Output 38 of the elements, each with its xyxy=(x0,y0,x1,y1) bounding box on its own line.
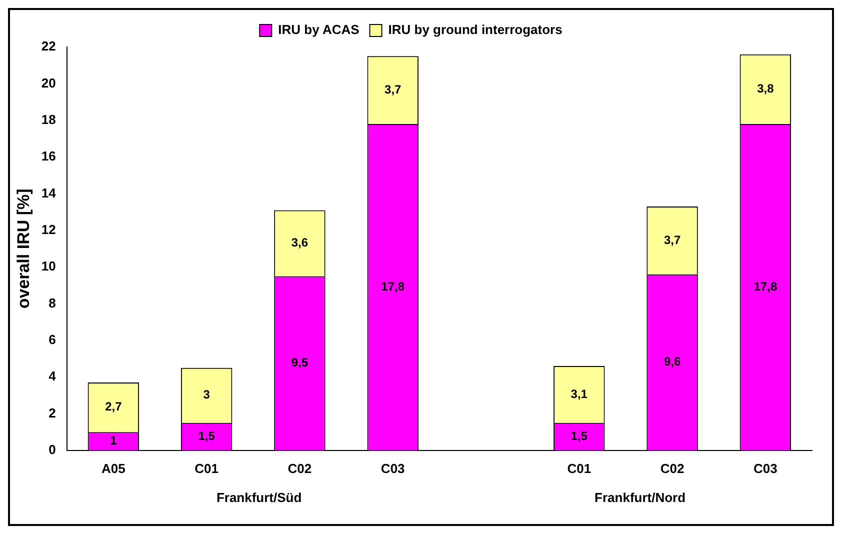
y-tick-label: 12 xyxy=(41,222,56,237)
data-label: 1,5 xyxy=(570,428,588,443)
legend-label: IRU by ground interrogators xyxy=(388,22,562,38)
y-tick-label: 22 xyxy=(41,38,56,54)
data-label: 3,7 xyxy=(384,82,402,96)
y-tick-label: 6 xyxy=(48,332,56,347)
data-label: 3,8 xyxy=(757,81,774,96)
x-tick-label: C01 xyxy=(194,460,219,476)
x-tick-label: C02 xyxy=(288,460,312,476)
x-tick-label: A05 xyxy=(102,460,126,476)
y-tick-label: 4 xyxy=(48,368,57,384)
y-tick-label: 0 xyxy=(48,442,56,457)
data-label: 17,8 xyxy=(754,280,778,294)
x-tick-label: C03 xyxy=(754,460,778,476)
text: Frankfurt/Nord xyxy=(594,490,686,505)
data-label: 3,1 xyxy=(570,386,588,401)
y-tick-label: 14 xyxy=(41,185,57,200)
y-tick-label: 20 xyxy=(41,75,56,90)
text: Frankfurt/Süd xyxy=(216,490,302,505)
data-label: 1,5 xyxy=(198,428,216,443)
y-tick-label: 18 xyxy=(41,112,56,127)
data-label: 3 xyxy=(203,388,210,402)
y-tick-label: 8 xyxy=(48,295,56,310)
x-tick-label: C03 xyxy=(380,460,405,476)
data-label: 1 xyxy=(110,434,118,448)
x-tick-label: C02 xyxy=(660,460,684,476)
y-tick-label: 10 xyxy=(41,258,56,274)
data-label: 3,6 xyxy=(291,236,308,250)
data-label: 9,5 xyxy=(291,356,308,370)
data-label: 17,8 xyxy=(381,280,405,294)
data-label: 9,6 xyxy=(664,354,681,369)
y-tick-label: 16 xyxy=(41,148,56,164)
y-axis-title: overall IRU [%] xyxy=(14,188,33,309)
x-tick-label: C01 xyxy=(567,460,592,476)
y-tick-label: 2 xyxy=(48,405,56,420)
data-label: 3,7 xyxy=(664,232,681,247)
data-label: 2,7 xyxy=(105,400,122,414)
legend-label: IRU by ACAS xyxy=(278,22,360,38)
